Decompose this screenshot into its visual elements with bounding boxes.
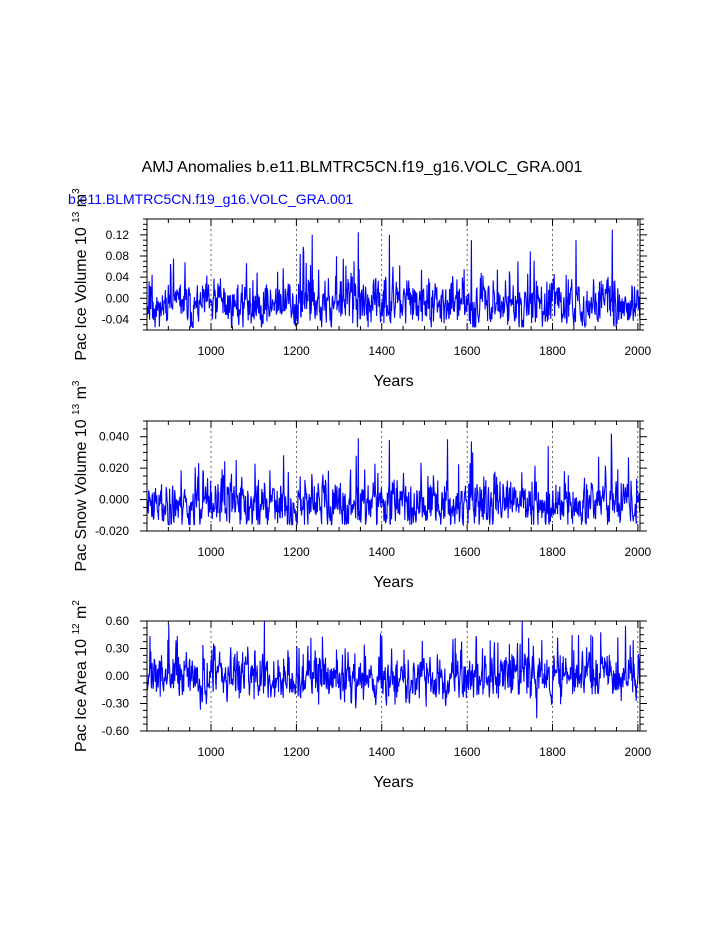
snow-volume-panel: 1000 1200 1400 1600 1800 2000 -0.020 0.000 0.020… <box>71 380 652 591</box>
case-label: b.e11.BLMTRC5CN.f19_g16.VOLC_GRA.001 <box>68 191 354 207</box>
ice-volume-panel: 1000 1200 1400 1600 1800 2000 -0.04 0.00 0.04 0.0… <box>71 188 652 390</box>
ice-volume-xtick-label: 1400 <box>368 344 395 358</box>
ice-volume-xtick-label: 1000 <box>198 344 225 358</box>
ice-area-xtick-label: 2000 <box>625 745 652 759</box>
ice-area-ytick-label: 0.00 <box>106 669 130 683</box>
snow-volume-xtick-label: 1000 <box>198 545 225 559</box>
snow-volume-xtick-label: 1400 <box>368 545 395 559</box>
snow-volume-yaxis-title: Pac Snow Volume 10 13 m3 <box>71 380 90 571</box>
ice-area-xtick-label: 1600 <box>454 745 481 759</box>
ice-volume-ytick-label: 0.08 <box>106 249 130 263</box>
ice-area-xtick-label: 1800 <box>539 745 566 759</box>
ice-area-yaxis-title: Pac Ice Area 10 12 m2 <box>71 600 90 752</box>
ice-area-ytick-label: -0.30 <box>102 697 130 711</box>
snow-volume-series-line <box>146 433 641 527</box>
ice-volume-ytick-label: 0.04 <box>106 270 130 284</box>
ice-volume-ytick-label: 0.00 <box>106 291 130 305</box>
snow-volume-ytick-label: 0.020 <box>99 461 129 475</box>
snow-volume-xtick-label: 2000 <box>625 545 652 559</box>
ice-area-panel: 1000 1200 1400 1600 1800 2000 -0.60 -0.30 0.00 0.… <box>71 600 652 791</box>
snow-volume-plot-frame <box>146 420 641 532</box>
ice-volume-ytick-label: 0.12 <box>106 228 130 242</box>
snow-volume-xtick-label: 1200 <box>283 545 310 559</box>
ice-volume-series-line <box>146 229 641 328</box>
ice-area-xaxis-title: Years <box>373 774 413 791</box>
ice-area-xtick-label: 1200 <box>283 745 310 759</box>
ice-area-ytick-label: 0.30 <box>106 642 130 656</box>
ice-area-xtick-label: 1000 <box>198 745 225 759</box>
ice-area-xtick-label: 1400 <box>368 745 395 759</box>
ice-volume-xaxis-title: Years <box>373 373 413 390</box>
ice-volume-plot-frame <box>146 218 641 331</box>
ice-area-ytick-label: 0.60 <box>106 614 130 628</box>
snow-volume-xtick-label: 1600 <box>454 545 481 559</box>
ice-area-series-line <box>146 620 641 719</box>
ice-volume-yaxis-title: Pac Ice Volume 10 13 m3 <box>71 188 90 361</box>
ice-area-ytick-label: -0.60 <box>102 724 130 738</box>
ice-volume-xtick-label: 1200 <box>283 344 310 358</box>
ice-volume-xtick-label: 2000 <box>625 344 652 358</box>
snow-volume-xtick-label: 1800 <box>539 545 566 559</box>
ice-volume-ytick-label: -0.04 <box>102 312 130 326</box>
snow-volume-ytick-label: 0.040 <box>99 430 129 444</box>
snow-volume-xaxis-title: Years <box>373 574 413 591</box>
figure-title: AMJ Anomalies b.e11.BLMTRC5CN.f19_g16.VO… <box>142 159 583 176</box>
ice-volume-xtick-label: 1800 <box>539 344 566 358</box>
snow-volume-ytick-label: -0.020 <box>95 524 129 538</box>
snow-volume-ytick-label: 0.000 <box>99 493 129 507</box>
ice-volume-xtick-label: 1600 <box>454 344 481 358</box>
